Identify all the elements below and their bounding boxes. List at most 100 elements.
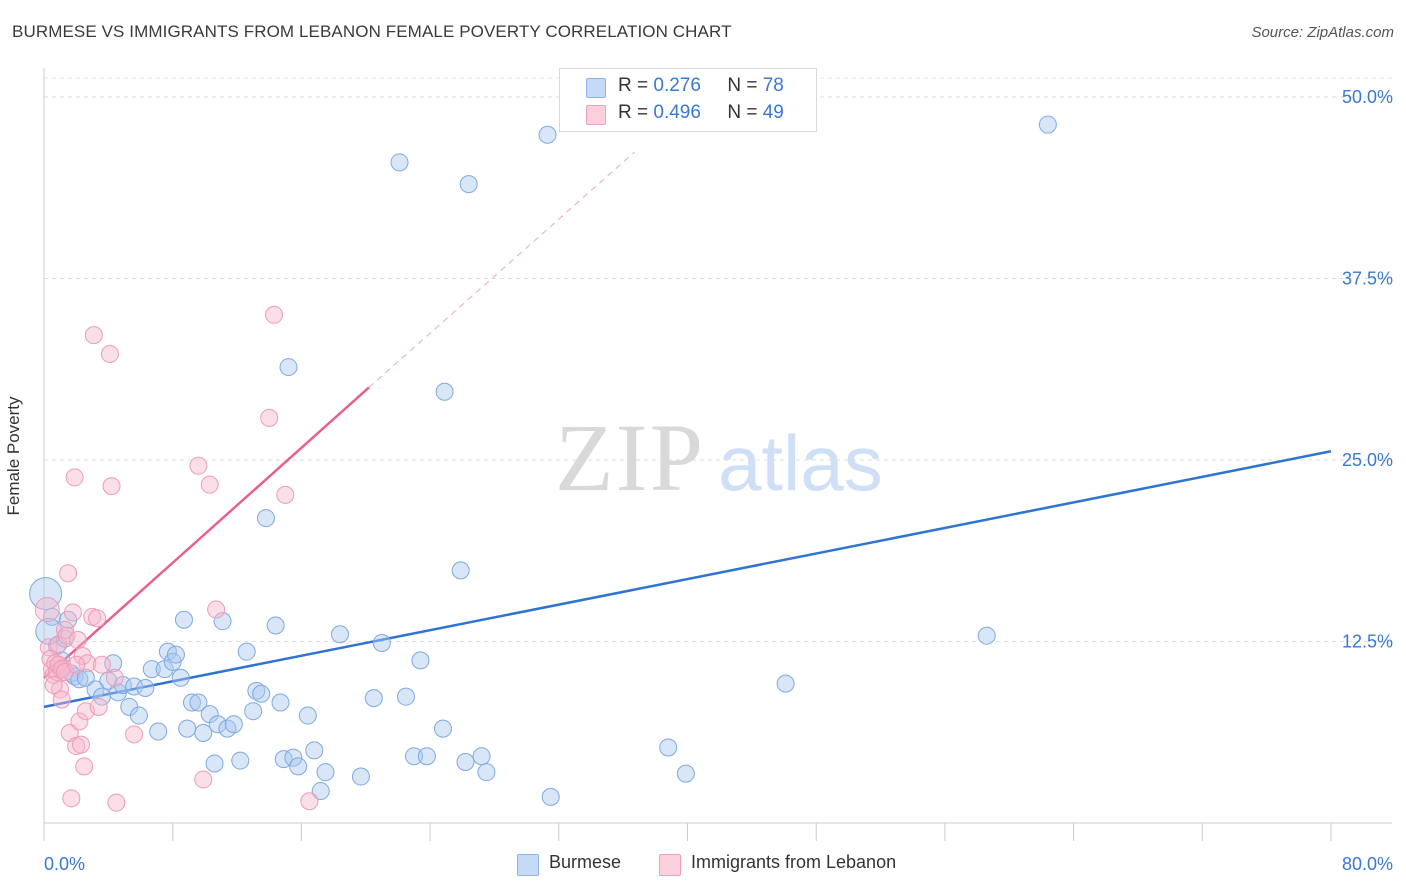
lebanon-point <box>78 654 97 673</box>
legend-n-label: N = <box>727 75 758 96</box>
burmese-point <box>104 654 123 673</box>
burmese-point <box>279 358 298 377</box>
burmese-point <box>472 747 491 766</box>
burmese-point <box>76 668 95 687</box>
lebanon-point <box>67 655 86 674</box>
burmese-trend-line <box>43 450 1332 709</box>
burmese-point <box>477 763 496 782</box>
burmese-point <box>237 642 256 661</box>
lebanon-point <box>59 564 78 583</box>
burmese-point <box>136 678 155 697</box>
axes <box>43 68 1392 841</box>
burmese-point <box>208 715 227 734</box>
lebanon-point <box>265 305 284 324</box>
lebanon-point <box>105 668 124 687</box>
burmese-point <box>456 753 475 772</box>
burmese-point <box>433 719 452 738</box>
lebanon-point <box>276 485 295 504</box>
burmese-point <box>311 782 330 801</box>
lebanon-point <box>57 626 76 645</box>
burmese-point <box>372 633 391 652</box>
burmese-point <box>1038 115 1057 134</box>
lebanon-point <box>92 655 111 674</box>
burmese-point <box>459 175 478 194</box>
burmese-point <box>247 681 266 700</box>
lebanon-point <box>65 468 84 487</box>
burmese-point <box>351 767 370 786</box>
y-tick-label: 25.0% <box>1342 450 1393 470</box>
legend-swatch-blue <box>586 78 606 98</box>
burmese-point <box>298 706 317 725</box>
burmese-point <box>178 719 197 738</box>
lebanon-point <box>75 757 94 776</box>
burmese-point <box>284 748 303 767</box>
trend-lines <box>43 151 1332 709</box>
lebanon-point <box>62 789 81 808</box>
lebanon-point <box>89 697 108 716</box>
burmese-point <box>35 617 63 645</box>
burmese-point <box>149 722 168 741</box>
y-tick-label: 50.0% <box>1342 87 1393 107</box>
burmese-point <box>289 757 308 776</box>
burmese-point <box>244 702 263 721</box>
burmese-point <box>189 693 208 712</box>
burmese-point <box>224 715 243 734</box>
burmese-point <box>390 153 409 172</box>
burmese-point <box>676 764 695 783</box>
watermark: ZIP atlas <box>555 404 883 511</box>
burmese-point <box>331 625 350 644</box>
tick-labels: 12.5% 25.0% 37.5% 50.0% 0.0% 80.0% <box>44 87 1393 874</box>
burmese-point <box>364 689 383 708</box>
chart-source: Source: ZipAtlas.com <box>1251 24 1394 41</box>
lebanon-point <box>55 620 74 639</box>
burmese-point <box>213 612 232 631</box>
lebanon-point <box>44 676 63 695</box>
watermark-atlas: atlas <box>718 419 883 507</box>
lebanon-point <box>52 660 71 679</box>
burmese-point <box>252 684 271 703</box>
burmese-point <box>257 509 276 528</box>
burmese-point <box>541 787 560 806</box>
bottom-legend-label: Immigrants from Lebanon <box>691 852 897 872</box>
burmese-point <box>174 610 193 629</box>
burmese-point <box>194 723 213 742</box>
burmese-point <box>171 668 190 687</box>
burmese-point <box>271 693 290 712</box>
burmese-point <box>451 561 470 580</box>
burmese-point <box>538 125 557 144</box>
burmese-point <box>231 751 250 770</box>
lebanon-point <box>100 345 119 364</box>
legend-n-value: 78 <box>762 75 784 96</box>
burmese-point <box>316 763 335 782</box>
lebanon-point <box>300 792 319 811</box>
data-points <box>29 115 1057 812</box>
legend-r-label: R = <box>618 75 649 96</box>
legend-r-value: 0.496 <box>653 102 701 123</box>
burmese-point <box>266 616 285 635</box>
y-tick-label: 37.5% <box>1342 269 1393 289</box>
lebanon-point <box>34 597 60 623</box>
burmese-point <box>274 750 293 769</box>
burmese-point <box>405 747 424 766</box>
x-tick-label: 0.0% <box>44 854 85 874</box>
watermark-zip: ZIP <box>555 404 705 511</box>
burmese-point <box>183 693 202 712</box>
lebanon-point <box>260 408 279 427</box>
burmese-point <box>125 677 144 696</box>
lebanon-trend-extension <box>368 151 635 388</box>
burmese-point <box>305 741 324 760</box>
chart-title: BURMESE VS IMMIGRANTS FROM LEBANON FEMAL… <box>12 22 732 41</box>
burmese-point <box>166 645 185 664</box>
burmese-point <box>396 687 415 706</box>
lebanon-trend-line <box>43 386 370 679</box>
lebanon-point <box>107 793 126 812</box>
y-tick-label: 12.5% <box>1342 632 1393 652</box>
lebanon-point <box>63 603 82 622</box>
x-tick-label: 80.0% <box>1342 854 1393 874</box>
lebanon-point <box>207 600 226 619</box>
lebanon-point <box>68 631 87 650</box>
grid-lines <box>44 77 1392 642</box>
lebanon-point <box>194 770 213 789</box>
correlation-legend: R = 0.276 N = 78 R = 0.496 N = 49 <box>559 68 817 132</box>
